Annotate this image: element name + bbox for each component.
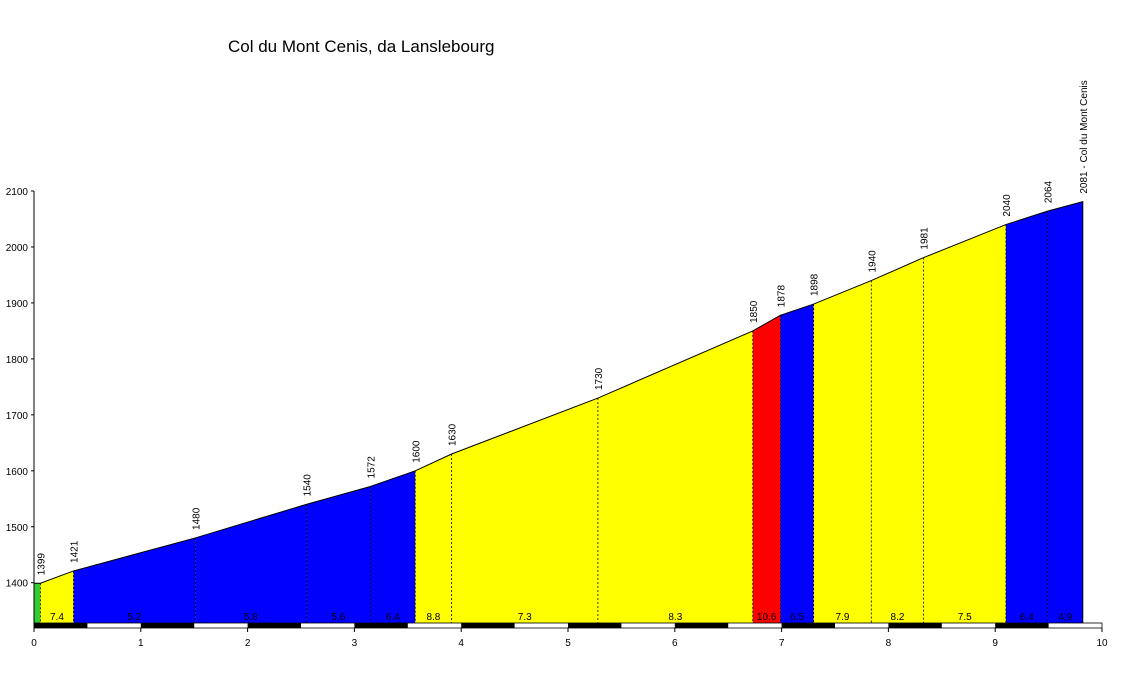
- profile-areas: [34, 201, 1083, 623]
- x-tick-label: 1: [138, 638, 144, 649]
- altitude-label: 1480: [191, 507, 202, 530]
- segment-area-15: [1047, 201, 1083, 623]
- km-bar-block: [568, 623, 622, 628]
- y-tick-label: 2100: [6, 187, 29, 198]
- altitude-label: 1572: [366, 456, 377, 479]
- km-bar-block: [34, 623, 88, 628]
- altitude-label: 1898: [810, 273, 821, 296]
- segment-area-11: [813, 280, 872, 623]
- x-tick-label: 10: [1096, 638, 1108, 649]
- altitude-label: 2040: [1002, 194, 1013, 217]
- gradient-label: 5.2: [127, 612, 141, 623]
- altitude-label: 1399: [36, 553, 47, 576]
- x-tick-label: 8: [886, 638, 892, 649]
- x-tick-label: 0: [31, 638, 37, 649]
- gradient-label: 7.4: [50, 612, 64, 623]
- segment-area-8: [597, 330, 753, 623]
- segment-area-6: [415, 454, 452, 623]
- segment-area-7: [451, 398, 598, 623]
- segment-area-13: [923, 224, 1006, 623]
- segment-area-4: [306, 486, 371, 623]
- x-tick-label: 5: [565, 638, 571, 649]
- altitude-label: 1878: [777, 285, 788, 308]
- segment-area-1: [40, 570, 74, 623]
- x-tick-label: 2: [245, 638, 251, 649]
- km-bar-block: [888, 623, 942, 628]
- altitude-label: 1421: [70, 540, 81, 563]
- gradient-label: 6.5: [790, 612, 804, 623]
- gradient-label: 5.8: [244, 612, 258, 623]
- x-tick-label: 9: [992, 638, 998, 649]
- segment-area-10: [780, 304, 814, 623]
- km-scale-bar: [33, 622, 1103, 629]
- segment-area-0: [34, 583, 41, 623]
- gradient-label: 6.4: [1020, 612, 1034, 623]
- km-bar-block: [995, 623, 1049, 628]
- gradient-label: 7.9: [836, 612, 850, 623]
- gradient-label: 8.3: [668, 612, 682, 623]
- chart-title: Col du Mont Cenis, da Lanslebourg: [228, 37, 495, 56]
- gradient-label: 8.2: [891, 612, 905, 623]
- altitude-label: 1630: [448, 423, 459, 446]
- y-tick-label: 1600: [6, 467, 29, 478]
- segment-area-3: [195, 504, 307, 623]
- altitude-label: 1981: [920, 227, 931, 250]
- altitude-label: 1940: [867, 250, 878, 273]
- altitude-label: 2064: [1044, 180, 1055, 203]
- km-bar-block: [247, 623, 301, 628]
- y-tick-label: 1700: [6, 411, 29, 422]
- gradient-label: 6.4: [386, 612, 400, 623]
- x-tick-label: 4: [458, 638, 464, 649]
- segment-area-9: [752, 315, 781, 623]
- gradient-label: 5.6: [331, 612, 345, 623]
- y-tick-label: 1500: [6, 523, 29, 534]
- altitude-label: 1850: [749, 300, 760, 323]
- altitude-labels: 1399 1421 1480 1540 1572 1600 1630 1730 1850 1878…: [36, 80, 1089, 575]
- km-bar-block: [674, 623, 729, 628]
- segment-area-5: [370, 470, 416, 623]
- altitude-label: 1540: [302, 474, 313, 497]
- km-bar-block: [461, 623, 515, 628]
- x-tick-label: 3: [352, 638, 358, 649]
- y-tick-label: 2000: [6, 243, 29, 254]
- gradient-label: 8.8: [426, 612, 440, 623]
- x-tick-label: 7: [779, 638, 785, 649]
- km-bar-block: [140, 623, 195, 628]
- gradient-label: 7.5: [958, 612, 972, 623]
- gradient-labels: 7.4 5.2 5.8 5.6 6.4 8.8 7.3 8.3 10.6 6.5 7.9 8.2 7.5…: [50, 612, 1073, 623]
- axes: 1400 1500 1600 1700 1800 1900 2000 2100 0 1 2 3 4 5 6 7…: [6, 187, 1108, 649]
- x-tick-label: 6: [672, 638, 678, 649]
- y-tick-label: 1900: [6, 299, 29, 310]
- gradient-label: 4.9: [1058, 612, 1072, 623]
- profile-outline: [34, 200, 1084, 623]
- altitude-label: 2081 - Col du Mont Cenis: [1079, 80, 1090, 193]
- km-bar-block: [354, 623, 408, 628]
- gradient-label: 10.6: [757, 612, 777, 623]
- segment-area-12: [871, 257, 924, 623]
- segment-area-2: [73, 537, 196, 623]
- altitude-label: 1730: [594, 367, 605, 390]
- km-bar-block: [781, 623, 835, 628]
- gradient-label: 7.3: [518, 612, 532, 623]
- segment-dividers: [40, 211, 1048, 623]
- y-tick-label: 1800: [6, 355, 29, 366]
- y-tick-label: 1400: [6, 579, 29, 590]
- altitude-label: 1600: [411, 440, 422, 463]
- segment-area-14: [1005, 211, 1048, 623]
